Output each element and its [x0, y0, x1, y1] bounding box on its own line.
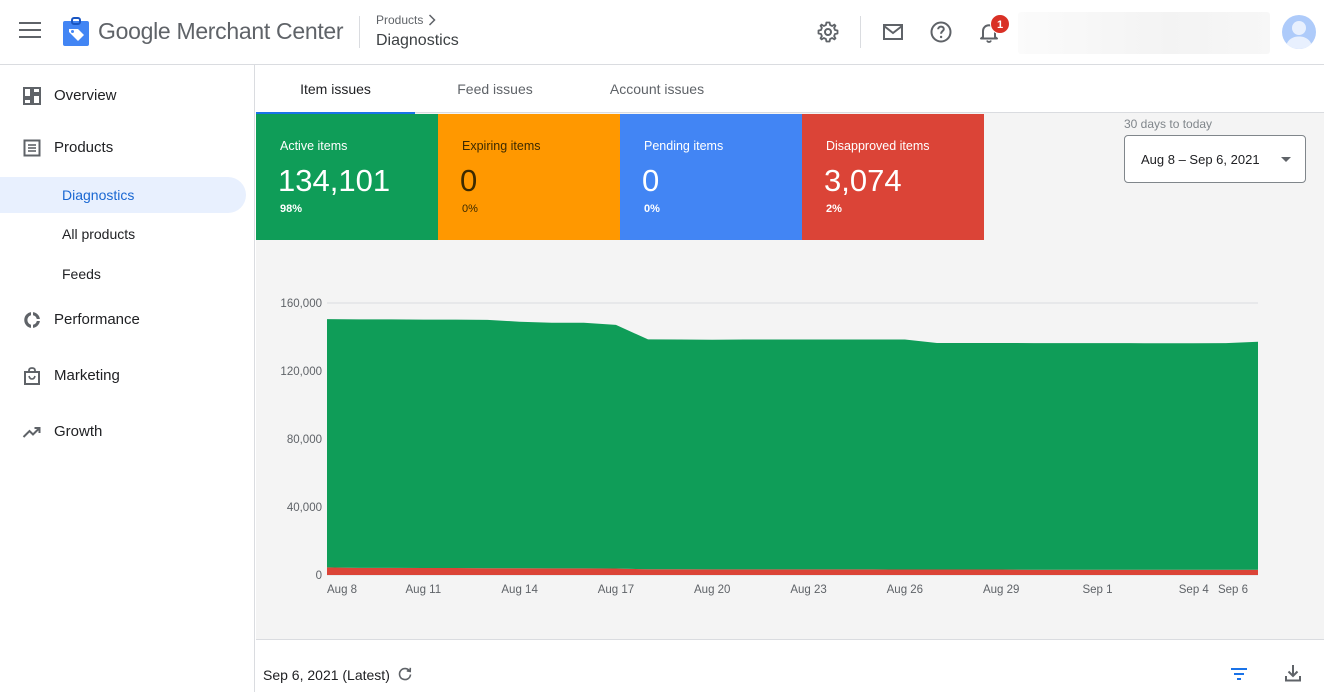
donut-chart-icon	[24, 312, 40, 328]
filter-icon[interactable]	[1228, 663, 1250, 685]
x-tick-label: Sep 4	[1179, 584, 1210, 596]
date-range-select[interactable]: Aug 8 – Sep 6, 2021	[1124, 135, 1306, 183]
merchant-center-logo[interactable]	[62, 17, 90, 47]
pending-items-card[interactable]: Pending items 0 0%	[620, 114, 802, 240]
card-percent: 0%	[644, 203, 660, 215]
x-tick-label: Aug 26	[887, 584, 923, 596]
user-silhouette-icon	[1285, 21, 1313, 49]
card-title: Disapproved items	[826, 139, 930, 153]
card-percent: 2%	[826, 203, 842, 215]
sidebar-item-label: Feeds	[62, 266, 101, 282]
active-items-card[interactable]: Active items 134,101 98%	[256, 114, 438, 240]
top-app-bar: Google Merchant Center Products Diagnost…	[0, 0, 1324, 65]
sidebar-item-label: Marketing	[54, 367, 120, 384]
card-value: 0	[642, 163, 660, 198]
date-range-caption: 30 days to today	[1124, 117, 1213, 131]
x-tick-label: Aug 8	[327, 584, 357, 596]
page-title: Diagnostics	[376, 32, 459, 49]
card-title: Active items	[280, 139, 348, 153]
avatar[interactable]	[1282, 15, 1316, 49]
area-active-items	[327, 319, 1258, 570]
card-value: 3,074	[824, 163, 902, 198]
x-tick-label: Sep 1	[1082, 584, 1112, 596]
sidebar-item-label: All products	[62, 226, 136, 242]
tab-account-issues[interactable]: Account issues	[575, 65, 739, 113]
sidebar-item-performance[interactable]: Performance	[0, 302, 246, 338]
tab-label: Item issues	[300, 81, 371, 97]
card-title: Pending items	[644, 139, 724, 153]
sidebar: Overview Products Diagnostics All produc…	[0, 65, 255, 692]
sidebar-item-label: Performance	[54, 311, 140, 328]
dashboard-icon	[23, 87, 41, 105]
sidebar-item-diagnostics[interactable]: Diagnostics	[0, 177, 246, 213]
tab-feed-issues[interactable]: Feed issues	[415, 65, 575, 113]
app-brand: Google Merchant Center	[98, 18, 344, 44]
main-content: Item issues Feed issues Account issues A…	[256, 65, 1324, 692]
x-tick-label: Aug 14	[501, 584, 538, 596]
sidebar-item-growth[interactable]: Growth	[0, 414, 246, 450]
x-tick-label: Aug 11	[406, 584, 442, 596]
x-tick-label: Aug 17	[598, 584, 634, 596]
x-tick-label: Aug 20	[694, 584, 730, 596]
tab-bar: Item issues Feed issues Account issues	[256, 65, 1324, 114]
sidebar-item-label: Products	[54, 139, 114, 156]
card-percent: 0%	[462, 203, 478, 215]
y-tick-label: 120,000	[280, 366, 322, 378]
item-status-area-chart: 0 40,000 80,000 120,000 160,000 Aug 8 Aug 11 Au…	[280, 298, 1258, 596]
sidebar-item-products[interactable]: Products	[0, 130, 246, 166]
card-percent: 98%	[280, 203, 303, 215]
y-tick-label: 0	[316, 570, 322, 582]
sidebar-item-label: Growth	[54, 423, 103, 440]
divider	[359, 16, 360, 48]
x-tick-label: Aug 23	[790, 584, 826, 596]
y-tick-label: 160,000	[280, 298, 322, 310]
breadcrumb-parent[interactable]: Products	[376, 13, 424, 27]
expiring-items-card[interactable]: Expiring items 0 0%	[438, 114, 620, 240]
mail-icon[interactable]	[881, 20, 905, 44]
y-tick-label: 80,000	[287, 434, 322, 446]
sidebar-item-feeds[interactable]: Feeds	[0, 256, 246, 292]
sidebar-item-marketing[interactable]: Marketing	[0, 358, 246, 394]
settings-icon[interactable]	[816, 20, 840, 44]
trending-up-icon	[22, 427, 41, 438]
disapproved-items-card[interactable]: Disapproved items 3,074 2%	[802, 114, 984, 240]
area-disapproved-items	[327, 567, 1258, 575]
download-icon[interactable]	[1282, 662, 1304, 684]
shopping-bag-icon	[24, 367, 40, 385]
sidebar-item-label: Diagnostics	[62, 187, 135, 203]
menu-icon[interactable]	[19, 22, 41, 40]
card-title: Expiring items	[462, 139, 541, 153]
x-tick-label: Aug 29	[983, 584, 1019, 596]
card-value: 0	[460, 163, 478, 198]
tab-item-issues[interactable]: Item issues	[256, 65, 415, 114]
x-tick-label: Sep 6	[1218, 584, 1248, 596]
sidebar-item-label: Overview	[54, 87, 117, 104]
date-range-value: Aug 8 – Sep 6, 2021	[1141, 152, 1260, 167]
snapshot-bar: Sep 6, 2021 (Latest)	[256, 639, 1324, 692]
tab-label: Feed issues	[457, 81, 533, 97]
chevron-right-icon	[428, 14, 436, 26]
card-value: 134,101	[278, 163, 391, 198]
notification-badge: 1	[990, 14, 1010, 34]
refresh-icon[interactable]	[397, 666, 413, 682]
sidebar-item-all-products[interactable]: All products	[0, 216, 246, 252]
snapshot-date: Sep 6, 2021 (Latest)	[263, 667, 390, 683]
sidebar-item-overview[interactable]: Overview	[0, 78, 246, 114]
list-icon	[23, 139, 41, 157]
divider	[860, 16, 861, 48]
account-info-redacted[interactable]	[1018, 12, 1270, 54]
tab-label: Account issues	[609, 81, 705, 97]
y-tick-label: 40,000	[287, 502, 322, 514]
help-icon[interactable]	[929, 20, 953, 44]
dropdown-arrow-icon	[1281, 157, 1291, 162]
active-tab-indicator	[256, 112, 415, 114]
